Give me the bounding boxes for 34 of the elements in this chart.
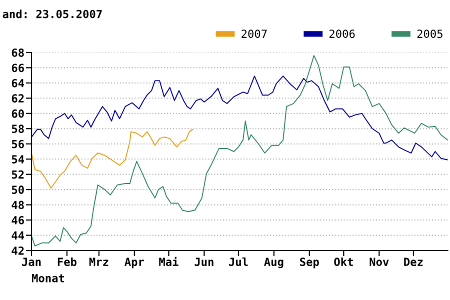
y-tick-label: 44 xyxy=(12,231,24,240)
y-tick-label: 58 xyxy=(12,124,24,134)
y-tick-label: 68 xyxy=(12,48,24,57)
x-tick-label: Sep xyxy=(300,258,319,268)
legend-label: 2006 xyxy=(330,30,355,38)
x-tick-label: Mrz xyxy=(89,258,108,266)
x-tick-label: Apr xyxy=(124,258,144,268)
y-tick-label: 48 xyxy=(12,200,24,210)
x-tick-label: Jun xyxy=(194,258,214,266)
legend-label: 2007 xyxy=(242,30,267,38)
chart-title: and: 23.05.2007 xyxy=(2,10,102,18)
x-tick-label: Dez xyxy=(404,258,423,266)
x-tick-label: Feb xyxy=(58,257,76,266)
y-tick-label: 50 xyxy=(12,186,24,194)
y-tick-label: 60 xyxy=(12,109,24,118)
y-tick-label: 46 xyxy=(12,216,24,224)
y-tick-label: 52 xyxy=(12,170,24,179)
x-axis-title: Monat xyxy=(32,274,64,282)
x-tick-label: Aug xyxy=(264,258,284,268)
line-series xyxy=(32,76,448,160)
y-tick-label: 62 xyxy=(12,94,24,103)
x-tick-label: Jan xyxy=(22,258,41,266)
y-tick-label: 42 xyxy=(12,246,24,255)
y-tick-label: 64 xyxy=(12,78,24,88)
y-tick-label: 56 xyxy=(12,140,24,148)
y-tick-label: 66 xyxy=(12,64,24,72)
x-tick-label: Jul xyxy=(229,257,248,266)
x-tick-label: Mai xyxy=(159,256,178,266)
x-tick-label: Nov xyxy=(370,258,389,266)
x-tick-label: Okt xyxy=(334,257,353,266)
y-tick-label: 54 xyxy=(12,155,24,164)
line-series xyxy=(32,128,194,189)
legend-label: 2005 xyxy=(417,30,442,38)
line-series xyxy=(32,55,448,246)
